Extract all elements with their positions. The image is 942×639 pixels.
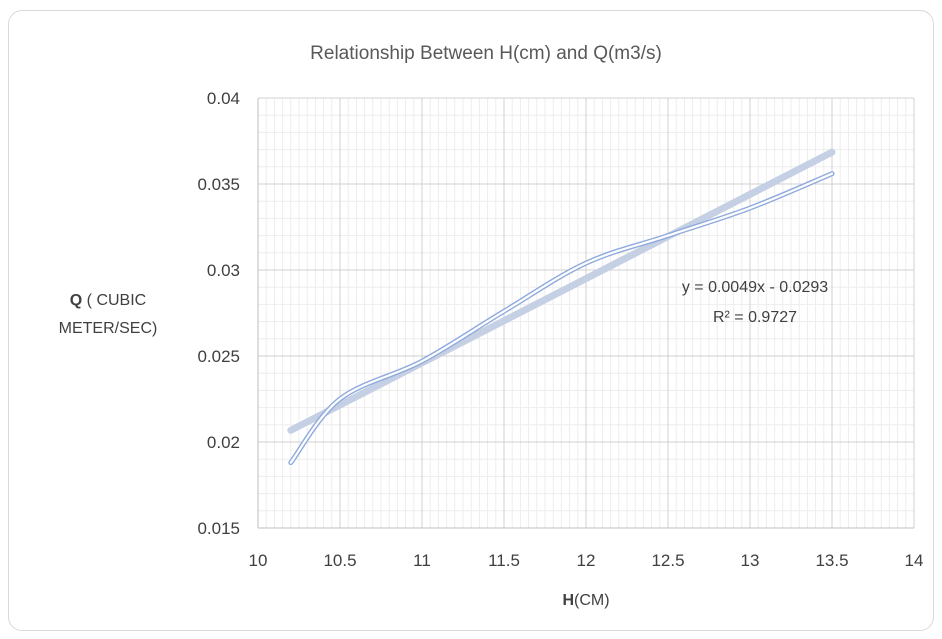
trendline-layer bbox=[287, 148, 836, 434]
y-tick-label: 0.015 bbox=[197, 519, 240, 538]
y-tick-label: 0.025 bbox=[197, 347, 240, 366]
x-tick-label: 11.5 bbox=[488, 551, 520, 570]
x-axis-title: H(CM) bbox=[562, 592, 609, 609]
series-layer bbox=[288, 171, 835, 466]
y-axis-title-line1: Q ( CUBIC bbox=[70, 292, 146, 309]
x-tick-label: 12 bbox=[577, 551, 596, 570]
y-axis-title-symbol: Q bbox=[70, 292, 82, 309]
y-axis-title-line2: METER/SEC) bbox=[59, 320, 158, 337]
y-tick-label: 0.02 bbox=[207, 433, 240, 452]
x-tick-label: 13.5 bbox=[815, 551, 848, 570]
x-axis-title-unit: (CM) bbox=[574, 592, 610, 609]
x-tick-label: 11 bbox=[413, 551, 431, 570]
linear-trendline bbox=[287, 148, 836, 434]
x-tick-label: 10 bbox=[249, 551, 268, 570]
x-tick-label: 14 bbox=[905, 551, 924, 570]
y-tick-label: 0.04 bbox=[207, 89, 240, 108]
axes bbox=[257, 98, 914, 529]
chart-title: Relationship Between H(cm) and Q(m3/s) bbox=[310, 43, 662, 64]
trendline-r-squared: R² = 0.9727 bbox=[713, 309, 797, 326]
y-tick-labels: 0.015 0.02 0.025 0.03 0.035 0.04 bbox=[197, 89, 240, 538]
y-tick-label: 0.035 bbox=[197, 175, 240, 194]
series-line-inner bbox=[289, 172, 834, 464]
x-tick-labels: 10 10.5 11 11.5 12 12.5 13 13.5 14 bbox=[249, 551, 924, 570]
x-tick-label: 13 bbox=[741, 551, 760, 570]
x-tick-label: 10.5 bbox=[323, 551, 356, 570]
x-tick-label: 12.5 bbox=[651, 551, 684, 570]
y-tick-label: 0.03 bbox=[207, 261, 240, 280]
trendline-equation: y = 0.0049x - 0.0293 bbox=[682, 279, 828, 296]
x-axis-title-symbol: H bbox=[562, 592, 574, 609]
y-axis-title-unit-part1: ( CUBIC bbox=[82, 292, 146, 309]
